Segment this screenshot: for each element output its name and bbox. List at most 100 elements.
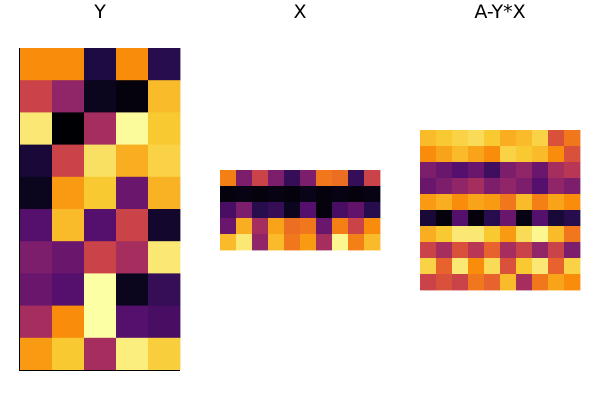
residual-cell xyxy=(532,194,549,211)
y-cell xyxy=(116,273,149,306)
x-cell xyxy=(236,234,253,251)
y-cell xyxy=(116,176,149,210)
y-cell xyxy=(84,305,117,339)
residual-cell xyxy=(548,226,565,243)
residual-cell xyxy=(516,226,533,243)
residual-cell xyxy=(516,194,533,211)
y-cell xyxy=(148,112,181,145)
y-cell xyxy=(148,144,181,178)
residual-cell xyxy=(484,178,501,195)
x-cell xyxy=(300,186,317,203)
residual-cell xyxy=(564,226,581,243)
x-cell xyxy=(348,186,365,203)
y-cell xyxy=(20,209,53,242)
y-cell xyxy=(84,273,117,306)
x-cell xyxy=(332,170,349,187)
residual-cell xyxy=(548,274,565,291)
x-cell xyxy=(348,234,365,251)
residual-cell xyxy=(500,226,517,243)
y-cell xyxy=(116,144,149,178)
x-cell xyxy=(236,202,253,219)
residual-cell xyxy=(484,274,501,291)
residual-cell xyxy=(436,258,453,275)
y-cell xyxy=(52,80,85,113)
residual-cell xyxy=(420,242,437,259)
residual-cell xyxy=(516,178,533,195)
y-cell xyxy=(20,241,53,274)
residual-cell xyxy=(564,178,581,195)
x-cell xyxy=(220,218,237,235)
y-cell xyxy=(116,80,149,113)
x-cell xyxy=(348,170,365,187)
x-cell xyxy=(252,186,269,203)
y-cell xyxy=(52,305,85,339)
residual-cell xyxy=(436,178,453,195)
residual-cell xyxy=(548,162,565,179)
residual-cell xyxy=(564,274,581,291)
residual-cell xyxy=(468,210,485,227)
x-cell xyxy=(252,170,269,187)
x-cell xyxy=(316,202,333,219)
x-cell xyxy=(316,218,333,235)
residual-cell xyxy=(564,194,581,211)
x-cell xyxy=(252,234,269,251)
residual-cell xyxy=(452,146,469,163)
panel-y-title: Y xyxy=(93,1,106,23)
residual-cell xyxy=(484,146,501,163)
x-cell xyxy=(332,202,349,219)
residual-cell xyxy=(500,162,517,179)
x-cell xyxy=(236,170,253,187)
y-cell xyxy=(84,176,117,210)
residual-cell xyxy=(564,258,581,275)
residual-cell xyxy=(420,226,437,243)
residual-cell xyxy=(420,146,437,163)
residual-cell xyxy=(420,178,437,195)
residual-cell xyxy=(548,258,565,275)
residual-cell xyxy=(564,162,581,179)
y-cell xyxy=(20,48,53,81)
residual-cell xyxy=(532,226,549,243)
residual-cell xyxy=(548,146,565,163)
y-cell xyxy=(116,48,149,81)
residual-cell xyxy=(420,130,437,147)
y-cell xyxy=(52,112,85,145)
x-cell xyxy=(364,202,381,219)
y-cell xyxy=(116,209,149,242)
residual-cell xyxy=(500,178,517,195)
residual-cell xyxy=(484,242,501,259)
x-cell xyxy=(364,218,381,235)
residual-cell xyxy=(548,194,565,211)
residual-cell xyxy=(500,146,517,163)
residual-cell xyxy=(436,242,453,259)
residual-cell xyxy=(532,242,549,259)
residual-cell xyxy=(484,130,501,147)
residual-cell xyxy=(452,194,469,211)
x-cell xyxy=(268,170,285,187)
x-cell xyxy=(316,170,333,187)
y-cell xyxy=(84,337,117,371)
y-cell xyxy=(20,112,53,145)
y-cell xyxy=(20,176,53,210)
residual-cell xyxy=(548,130,565,147)
residual-cell xyxy=(516,210,533,227)
x-cell xyxy=(300,218,317,235)
residual-cell xyxy=(548,178,565,195)
residual-cell xyxy=(452,130,469,147)
residual-cell xyxy=(516,162,533,179)
residual-cell xyxy=(516,146,533,163)
y-cell xyxy=(148,209,181,242)
residual-cell xyxy=(500,194,517,211)
y-cell xyxy=(84,241,117,274)
residual-cell xyxy=(516,258,533,275)
x-cell xyxy=(316,234,333,251)
residual-cell xyxy=(420,274,437,291)
y-cell xyxy=(116,305,149,339)
residual-cell xyxy=(516,242,533,259)
panel-residual-title: A-Y*X xyxy=(474,1,525,23)
x-cell xyxy=(252,202,269,219)
y-cell xyxy=(52,337,85,371)
residual-cell xyxy=(436,162,453,179)
y-cell xyxy=(148,80,181,113)
x-cell xyxy=(284,170,301,187)
y-cell xyxy=(52,144,85,178)
